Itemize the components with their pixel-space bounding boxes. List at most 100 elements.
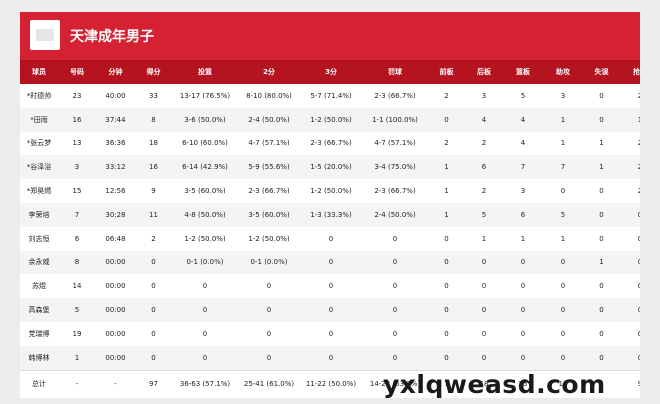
player-row: 苏煜 14 00:00 0 0 0 0 0 0 0 0 0 0 0 <box>20 274 640 298</box>
player-name: *谷泽浴 <box>20 155 58 180</box>
stat-cell: 0 <box>151 329 156 338</box>
stat-cell: 0 <box>362 250 428 275</box>
stat-cell: 0 <box>300 298 362 322</box>
total-cell: 25-41 (61.0%) <box>238 369 300 397</box>
stat-cell: 2-3 (66.7%) <box>374 91 416 100</box>
stat-cell: 0 <box>503 345 543 371</box>
stat-cell: 2 <box>620 84 640 108</box>
stat-cell: 11 <box>135 202 172 227</box>
stat-cell: 1 <box>58 345 96 371</box>
stat-cell: 6-14 (42.9%) <box>172 155 238 180</box>
header: 天津成年男子 <box>20 12 640 60</box>
stat-cell: 0 <box>620 345 640 371</box>
stat-cell: 3-4 (75.0%) <box>362 155 428 180</box>
stat-cell: 0 <box>599 329 604 338</box>
stat-cell: 12:56 <box>105 187 126 196</box>
stat-cell: 4-7 (57.1%) <box>248 139 290 148</box>
stat-cell: 3 <box>520 187 526 196</box>
stat-cell: 5 <box>465 202 503 227</box>
column-header: 号码 <box>58 60 96 84</box>
stat-cell: 1 <box>560 234 566 243</box>
total-cell: - <box>58 369 96 397</box>
stat-cell: 5 <box>520 91 526 100</box>
stat-cell: 0 <box>620 322 640 346</box>
team-title: 天津成年男子 <box>70 29 154 45</box>
stat-cell: 0 <box>392 282 398 291</box>
stat-cell: 0 <box>135 345 172 371</box>
stat-cell: 6 <box>74 234 80 243</box>
stat-cell: 0 <box>583 202 620 227</box>
stat-cell: 0 <box>135 298 172 322</box>
stat-cell: 5-7 (71.4%) <box>310 91 352 100</box>
total-row: 总计 - -97 36-63 (57.1%) 25-41 (61.0%) 11-22 (5… <box>20 369 640 397</box>
stat-cell: 4 <box>503 107 543 132</box>
stat-cell: 0 <box>620 298 640 322</box>
stat-cell: 3 <box>481 91 487 100</box>
total-cell: 7 <box>428 369 465 397</box>
stat-cell: 13 <box>72 139 82 148</box>
player-name: 苏煜 <box>32 282 46 291</box>
stat-cell: 0 <box>238 298 300 322</box>
stat-cell: 0 <box>620 202 640 227</box>
player-row: 刘志恒 6 06:48 2 1-2 (50.0%) 1-2 (50.0%) 0 0 0 1 1 1 0 0 <box>20 227 641 251</box>
column-header: 前板 <box>428 60 465 84</box>
stat-cell: 0 <box>543 298 583 322</box>
stat-cell: 2 <box>444 139 449 148</box>
stat-cell: 2-4 (50.0%) <box>238 107 300 132</box>
stat-cell: 0 <box>300 250 362 275</box>
stat-cell: 00:00 <box>105 282 126 291</box>
stat-cell: 0 <box>266 282 272 291</box>
stat-cell: 6 <box>465 155 503 180</box>
stat-cell: 2-4 (50.0%) <box>362 202 428 227</box>
stat-cell: 7 <box>543 155 583 180</box>
total-cell: 36-63 (57.1%) <box>172 369 238 397</box>
player-name: 高森堡 <box>20 298 58 322</box>
stat-cell: 1 <box>583 250 620 275</box>
column-header: 后板 <box>465 60 503 84</box>
column-header: 分钟 <box>96 60 135 84</box>
player-row: *郑昊燃 15 12:56 9 3-5 (60.0%) 2-3 (66.7%) 1-2 (5… <box>20 179 640 203</box>
stat-cell: 1-2 (50.0%) <box>300 107 362 132</box>
stat-cell: 0 <box>560 282 566 291</box>
stat-cell: 00:00 <box>96 250 135 275</box>
stat-cell: 14 <box>72 282 82 291</box>
stat-cell: 0 <box>620 274 640 298</box>
player-row: 党瑞博 19 00:00 0 0 0 0 0 0 0 0 0 0 0 <box>20 322 641 346</box>
stat-cell: 0 <box>172 345 238 371</box>
stat-cell: 37:44 <box>96 107 135 132</box>
column-header: 失误 <box>583 60 620 84</box>
stat-cell: 0 <box>599 234 604 243</box>
stat-cell: 0 <box>202 329 208 338</box>
stat-cell: 00:00 <box>96 298 135 322</box>
stat-cell: 0 <box>328 282 334 291</box>
stat-cell: 1-2 (50.0%) <box>248 234 290 243</box>
stat-cell: 16 <box>135 155 172 180</box>
stat-cell: 0 <box>465 298 503 322</box>
player-name: 刘志恒 <box>28 234 50 243</box>
stat-cell: 0 <box>520 329 526 338</box>
stat-cell: 1 <box>520 234 526 243</box>
stat-cell: 0 <box>266 329 272 338</box>
stat-cell: 0 <box>392 234 398 243</box>
stat-cell: 1-1 (100.0%) <box>362 107 428 132</box>
stat-cell: 0 <box>444 282 449 291</box>
stat-cell: 2 <box>481 187 487 196</box>
stat-cell: 1 <box>444 187 449 196</box>
player-row: *张云梦 13 36:36 18 6-10 (60.0%) 4-7 (57.1%) 2-3 … <box>20 132 640 156</box>
stat-cell: 0 <box>444 329 449 338</box>
stat-cell: 0 <box>465 250 503 275</box>
stats-card: 天津成年男子 球员号码分钟得分投篮2分3分罚球前板后板篮板助攻失误抢断 *时德帅… <box>20 12 640 398</box>
stat-cell: 5-9 (55.6%) <box>238 155 300 180</box>
stat-cell: 7 <box>503 155 543 180</box>
player-name: *时德帅 <box>26 91 52 100</box>
stat-cell: 15 <box>72 187 82 196</box>
stat-cell: 0 <box>560 329 566 338</box>
stat-cell: 19 <box>72 329 82 338</box>
stat-cell: 0 <box>481 329 487 338</box>
team-logo <box>30 20 60 50</box>
column-header: 抢断 <box>620 60 640 84</box>
stat-cell: 40:00 <box>105 91 126 100</box>
player-row: *谷泽浴 3 33:12 16 6-14 (42.9%) 5-9 (55.6%) 1-5 (… <box>20 155 640 180</box>
